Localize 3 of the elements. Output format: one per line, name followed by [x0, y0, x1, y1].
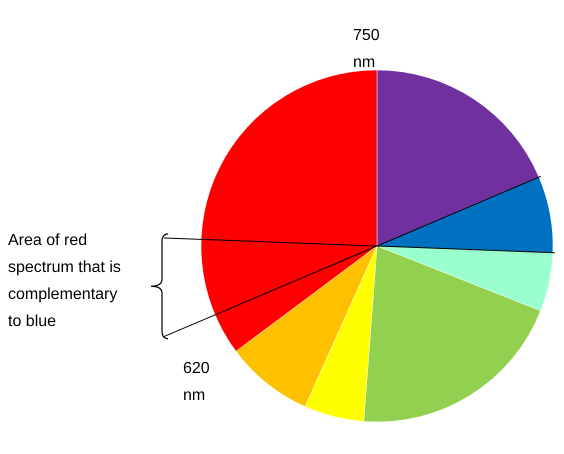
text: 620 nm [183, 359, 211, 406]
text: 750 nm [353, 26, 381, 73]
text: Area of red spectrum that is complementary to blue [8, 231, 122, 332]
